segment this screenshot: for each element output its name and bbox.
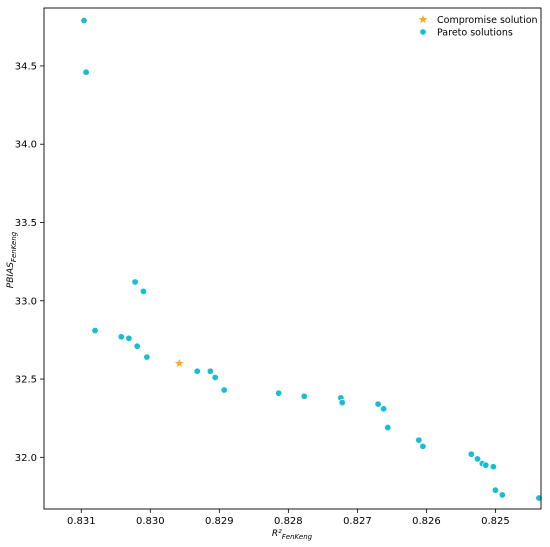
x-tick-label: 0.831 [67,516,96,527]
pareto-point [384,424,392,432]
pareto-point [489,463,497,471]
legend-star-marker [418,14,428,24]
pareto-point [125,334,133,342]
y-tick-label: 32.5 [15,375,37,386]
legend-label-pareto: Pareto solutions [437,28,513,39]
pareto-point [275,389,283,397]
y-tick-label: 34.0 [15,140,37,151]
pareto-point [491,486,499,494]
compromise-point [174,358,184,368]
pareto-point [419,442,427,450]
pareto-point [380,405,388,413]
legend: Compromise solution Pareto solutions [418,14,538,39]
x-tick-label: 0.829 [205,516,234,527]
pareto-point [338,399,346,407]
plot-marks [80,17,543,502]
pareto-point [482,461,490,469]
legend-circle-marker [419,28,427,36]
y-tick-label: 32.0 [15,453,37,464]
x-axis-label-subscript: FenKeng [282,533,313,541]
pareto-point [193,367,201,375]
pareto-point [473,455,481,463]
y-axis-label: PBIASFenKeng [6,231,18,288]
plot-frame [43,7,542,510]
pareto-point [374,400,382,408]
y-tick-label: 33.5 [15,218,37,229]
pareto-point [211,373,219,381]
x-axis-label: R²FenKeng [272,529,313,541]
x-tick-label: 0.826 [412,516,441,527]
y-axis-label-subscript: FenKeng [10,231,18,262]
pareto-point [131,278,139,286]
pareto-point [220,386,228,394]
pareto-point [206,367,214,375]
pareto-point [415,436,423,444]
y-axis: 32.0 32.5 33.0 33.5 34.0 34.5 [15,61,44,464]
pareto-point [535,494,543,502]
x-tick-label: 0.825 [481,516,510,527]
pareto-point [467,450,475,458]
pareto-point [82,68,90,76]
pareto-point [133,342,141,350]
x-axis: 0.831 0.830 0.829 0.828 0.827 0.826 0.825 [67,509,510,527]
y-tick-label: 33.0 [15,296,37,307]
legend-label-compromise: Compromise solution [437,15,538,26]
pareto-point [143,353,151,361]
pareto-point [117,333,125,341]
y-tick-label: 34.5 [15,61,37,72]
x-axis-label-main: R² [272,529,282,539]
pareto-point [300,392,308,400]
x-tick-label: 0.828 [274,516,303,527]
y-axis-label-main: PBIAS [6,262,16,288]
pareto-point [498,491,506,499]
x-tick-label: 0.827 [343,516,372,527]
pareto-point [80,17,88,25]
pareto-point [91,327,99,335]
x-tick-label: 0.830 [136,516,165,527]
pareto-point [139,287,147,295]
